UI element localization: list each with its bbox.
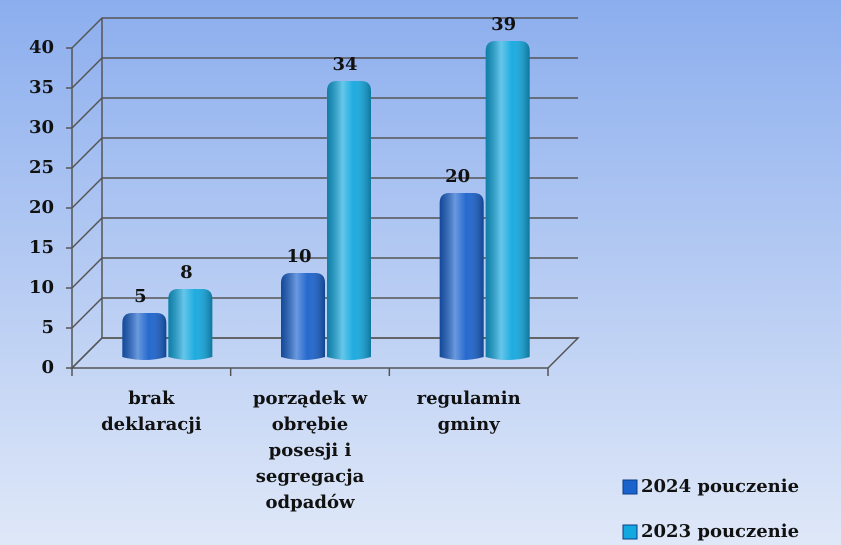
grid-line — [71, 257, 578, 289]
grid-line — [71, 57, 578, 89]
value-label: 20 — [445, 166, 470, 187]
grid-line — [71, 337, 578, 369]
y-tick-label: 5 — [41, 317, 54, 338]
value-label: 39 — [491, 14, 516, 35]
bar-shine — [439, 193, 484, 360]
x-tick-label: regulamin gminy — [416, 388, 521, 435]
value-label: 34 — [332, 54, 357, 75]
bar-shine — [122, 313, 167, 360]
grid-line — [71, 97, 578, 129]
legend-label: 2023 pouczenie — [641, 521, 799, 542]
y-tick-label: 15 — [29, 237, 54, 258]
legend-marker — [622, 479, 638, 495]
legend-label: 2024 pouczenie — [641, 476, 799, 497]
grid-line — [71, 177, 578, 209]
grid-line — [71, 17, 578, 49]
y-tick-label: 40 — [29, 37, 54, 58]
bar-shine — [168, 289, 213, 360]
grid-line — [71, 137, 578, 169]
value-label: 8 — [180, 262, 193, 283]
y-tick-label: 0 — [41, 357, 54, 378]
x-tick-label: brak deklaracji — [101, 388, 202, 435]
legend-marker — [622, 524, 638, 540]
value-label: 5 — [134, 286, 147, 307]
bar-shine — [327, 81, 371, 360]
grid-line — [71, 297, 578, 329]
value-label: 10 — [286, 246, 311, 267]
y-tick-label: 20 — [29, 197, 54, 218]
bar-shine — [485, 41, 530, 360]
bar-shine — [281, 273, 325, 360]
grid-line — [71, 217, 578, 249]
y-tick-label: 35 — [29, 77, 54, 98]
y-tick-label: 30 — [29, 117, 54, 138]
y-tick-label: 10 — [29, 277, 54, 298]
x-tick-label: porządek w obrębie posesji i segregacja … — [252, 388, 368, 513]
y-tick-label: 25 — [29, 157, 54, 178]
